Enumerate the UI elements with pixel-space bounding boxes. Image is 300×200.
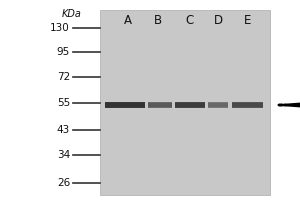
Text: 95: 95: [57, 47, 70, 57]
Bar: [148, 103, 172, 107]
Text: 130: 130: [50, 23, 70, 33]
Text: 72: 72: [57, 72, 70, 82]
Bar: [175, 103, 205, 107]
Text: C: C: [185, 14, 193, 27]
Text: A: A: [124, 14, 132, 27]
Bar: [105, 102, 145, 108]
Text: E: E: [244, 14, 252, 27]
Text: 26: 26: [57, 178, 70, 188]
Bar: [175, 102, 205, 108]
Text: B: B: [154, 14, 162, 27]
Text: KDa: KDa: [62, 9, 82, 19]
Bar: [208, 102, 228, 108]
Bar: [232, 103, 263, 107]
Text: 34: 34: [57, 150, 70, 160]
Text: 43: 43: [57, 125, 70, 135]
Bar: [148, 102, 172, 108]
Bar: [208, 103, 228, 107]
Text: D: D: [213, 14, 223, 27]
Bar: [100, 10, 270, 195]
Text: 55: 55: [57, 98, 70, 108]
Bar: [232, 102, 263, 108]
Bar: [105, 103, 145, 107]
